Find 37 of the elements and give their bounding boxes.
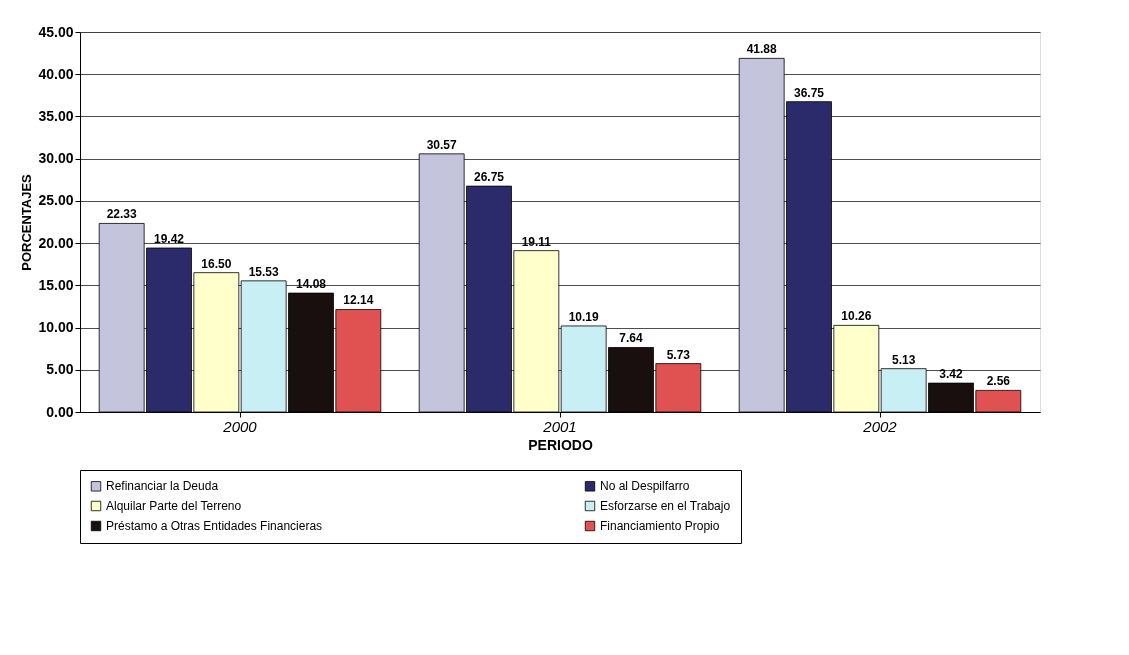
data-label: 41.88 bbox=[746, 42, 778, 57]
y-tick-label: 25.00 bbox=[38, 192, 74, 209]
legend-label: Préstamo a Otras Entidades Financieras bbox=[106, 519, 323, 533]
data-label: 30.57 bbox=[426, 137, 458, 152]
y-tick-label: 45.00 bbox=[38, 23, 74, 40]
data-label: 7.64 bbox=[619, 331, 643, 346]
data-label: 3.42 bbox=[939, 367, 963, 382]
y-axis-title: PORCENTAJES bbox=[19, 173, 35, 271]
data-label: 10.19 bbox=[568, 309, 599, 324]
y-tick-label: 0.00 bbox=[46, 403, 74, 420]
y-tick-label: 5.00 bbox=[46, 361, 74, 378]
y-tick-label: 30.00 bbox=[38, 150, 74, 167]
data-label: 10.26 bbox=[841, 309, 872, 324]
y-tick-label: 10.00 bbox=[38, 319, 74, 336]
y-tick-label: 40.00 bbox=[38, 65, 74, 82]
y-tick-label: 15.00 bbox=[38, 276, 74, 293]
x-tick-label: 2001 bbox=[542, 417, 577, 435]
data-label: 15.53 bbox=[248, 264, 279, 279]
data-label: 2.56 bbox=[986, 374, 1011, 389]
data-label: 22.33 bbox=[106, 207, 138, 222]
data-label: 5.73 bbox=[666, 347, 691, 362]
x-tick-label: 2000 bbox=[222, 417, 258, 435]
data-label: 16.50 bbox=[201, 256, 232, 271]
data-label: 19.42 bbox=[153, 232, 185, 247]
y-tick-label: 20.00 bbox=[38, 234, 74, 251]
legend-label: Esforzarse en el Trabajo bbox=[600, 499, 731, 513]
y-tick-label: 35.00 bbox=[38, 107, 74, 124]
data-label: 5.13 bbox=[891, 352, 916, 367]
x-tick-label: 2002 bbox=[862, 417, 898, 435]
legend-label: Refinanciar la Deuda bbox=[106, 479, 219, 494]
legend-label: Financiamiento Propio bbox=[600, 519, 720, 533]
data-label: 12.14 bbox=[343, 293, 374, 308]
data-label: 36.75 bbox=[793, 85, 825, 100]
data-label: 26.75 bbox=[473, 170, 505, 185]
x-axis-title: PERIODO bbox=[528, 436, 593, 453]
legend-label: No al Despilfarro bbox=[600, 479, 690, 494]
legend-label: Alquilar Parte del Terreno bbox=[106, 499, 242, 513]
